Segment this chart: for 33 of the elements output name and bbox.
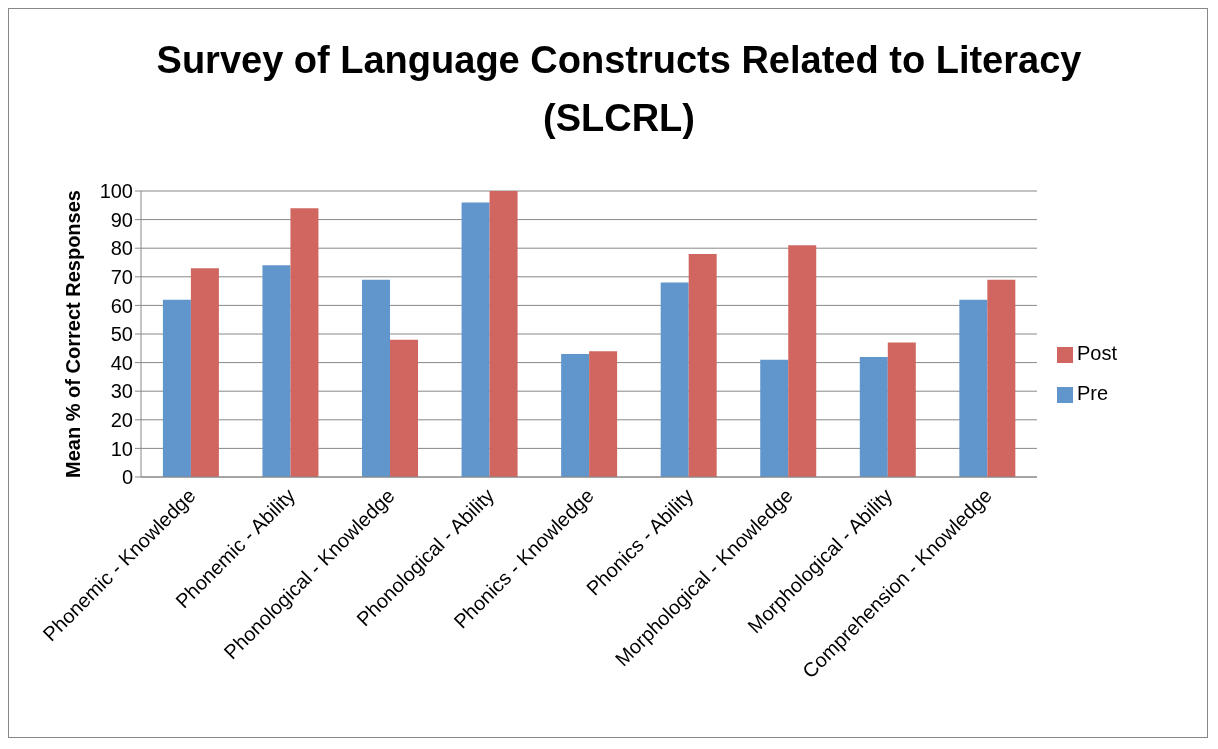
bar: [461, 202, 490, 477]
bar: [788, 245, 817, 477]
legend-label: Post: [1077, 342, 1118, 364]
y-tick-label: 40: [110, 351, 133, 374]
y-tick-label: 50: [110, 323, 133, 346]
bar: [688, 253, 717, 477]
bar: [489, 191, 518, 477]
y-tick-label: 30: [110, 380, 133, 403]
bar: [589, 351, 618, 477]
y-tick-label: 100: [99, 180, 133, 203]
bar: [190, 268, 219, 477]
bar: [660, 282, 689, 477]
bar: [362, 279, 391, 477]
y-tick-label: 60: [110, 294, 133, 317]
bar: [760, 359, 789, 477]
bar: [561, 354, 590, 477]
bar: [290, 208, 319, 477]
y-tick-label: 0: [121, 466, 133, 489]
y-tick-label: 80: [110, 237, 133, 260]
legend-label: Pre: [1077, 382, 1109, 404]
y-tick-label: 90: [110, 208, 133, 231]
bar: [987, 279, 1016, 477]
bar: [887, 342, 916, 477]
bar: [262, 265, 291, 477]
bar: [859, 356, 888, 477]
bar: [390, 339, 419, 477]
y-tick-label: 20: [110, 408, 133, 431]
y-tick-label: 10: [110, 437, 133, 460]
y-tick-label: 70: [110, 265, 133, 288]
y-axis-title: Mean % of Correct Responses: [62, 190, 85, 478]
chart-title: Survey of Language Constructs Related to Literacy (SLCRL): [155, 38, 1083, 141]
bar: [162, 299, 191, 477]
bar: [959, 299, 988, 477]
